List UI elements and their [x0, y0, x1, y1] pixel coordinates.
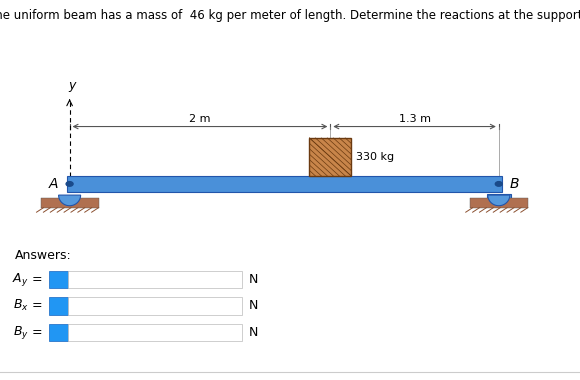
- Bar: [67, 176, 502, 192]
- Text: $B_x$: $B_x$: [13, 298, 29, 314]
- Bar: [470, 198, 528, 207]
- Bar: [310, 138, 351, 176]
- Text: N: N: [249, 273, 258, 286]
- Text: =: =: [32, 273, 42, 286]
- Text: A: A: [49, 177, 58, 191]
- Text: N: N: [249, 299, 258, 312]
- Polygon shape: [59, 195, 81, 206]
- Text: 330 kg: 330 kg: [356, 152, 394, 162]
- Text: =: =: [32, 326, 42, 339]
- Text: $A_y$: $A_y$: [13, 271, 29, 288]
- Circle shape: [495, 182, 502, 186]
- Text: Answers:: Answers:: [14, 249, 71, 262]
- Text: 1.3 m: 1.3 m: [398, 114, 430, 124]
- Bar: [487, 193, 511, 198]
- Bar: [49, 297, 68, 315]
- Bar: [68, 324, 242, 341]
- Bar: [41, 198, 99, 207]
- Polygon shape: [488, 195, 510, 206]
- Text: 2 m: 2 m: [189, 114, 211, 124]
- Text: i: i: [57, 328, 60, 337]
- Bar: [49, 271, 68, 288]
- Text: N: N: [249, 326, 258, 339]
- Text: i: i: [57, 301, 60, 311]
- Text: The uniform beam has a mass of  46 kg per meter of length. Determine the reactio: The uniform beam has a mass of 46 kg per…: [0, 10, 580, 22]
- Text: B: B: [509, 177, 519, 191]
- Text: i: i: [57, 274, 60, 284]
- Text: y: y: [69, 79, 76, 92]
- Text: $B_y$: $B_y$: [13, 324, 29, 341]
- Bar: [68, 271, 242, 288]
- Circle shape: [66, 182, 73, 186]
- Text: =: =: [32, 299, 42, 312]
- Bar: [49, 324, 68, 341]
- Bar: [68, 297, 242, 315]
